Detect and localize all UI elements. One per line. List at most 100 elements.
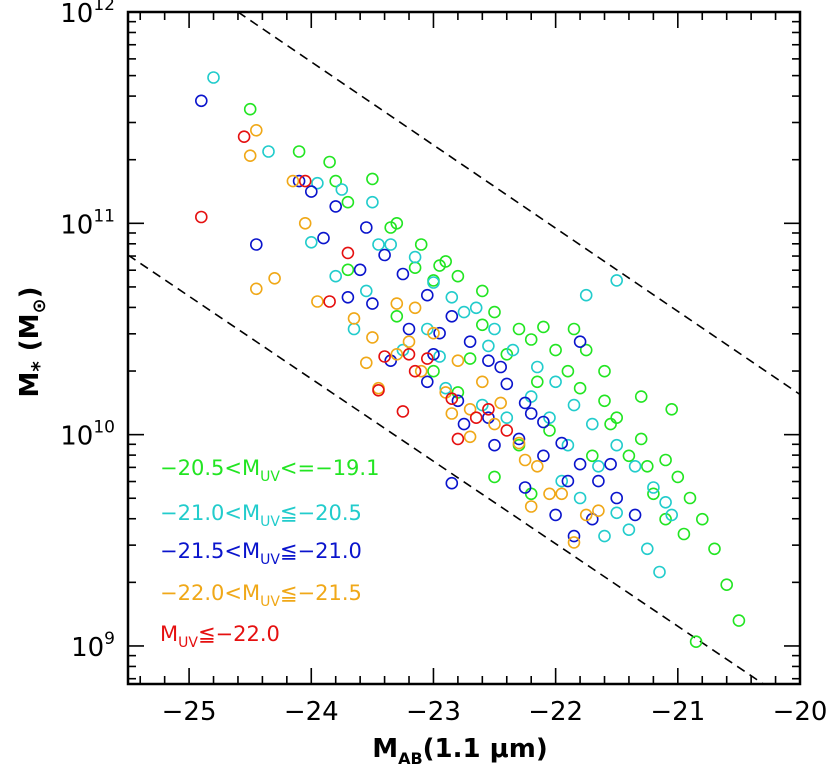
plot-frame (126, 10, 802, 686)
data-point-series-1 (732, 614, 746, 627)
data-point-series-4 (249, 282, 263, 296)
data-point-series-2 (311, 176, 324, 190)
data-point-series-1 (463, 352, 477, 365)
data-point-series-4 (475, 375, 489, 389)
data-point-series-5 (237, 130, 251, 143)
data-point-series-3 (555, 436, 569, 450)
data-point-series-5 (341, 246, 355, 260)
data-point-series-1 (671, 470, 685, 484)
data-point-series-1 (598, 364, 611, 378)
data-point-series-2 (530, 360, 544, 374)
data-point-series-1 (384, 221, 398, 234)
data-point-series-1 (329, 174, 343, 188)
data-point-series-2 (579, 288, 593, 302)
data-point-series-1 (640, 459, 654, 473)
data-point-series-1 (604, 417, 617, 431)
data-point-series-3 (195, 94, 208, 108)
data-point-series-2 (372, 238, 385, 251)
data-point-series-4 (579, 508, 593, 522)
legend-entry-4: −22.0<MUV≦−21.5 (160, 581, 362, 610)
data-point-series-3 (457, 417, 471, 431)
data-point-series-2 (598, 529, 611, 543)
data-point-series-5 (420, 352, 434, 365)
y-tick-label: 1012 (60, 0, 115, 29)
data-point-series-3 (396, 267, 410, 281)
x-axis-label: MAB(1.1 μm) (372, 734, 548, 768)
data-point-series-5 (396, 405, 410, 418)
data-point-series-3 (451, 394, 465, 408)
data-point-series-4 (243, 149, 257, 162)
data-point-series-2 (610, 274, 624, 287)
data-point-series-3 (427, 347, 440, 361)
data-point-series-2 (567, 398, 581, 412)
data-point-series-2 (482, 339, 495, 353)
data-point-series-4 (298, 217, 312, 230)
data-point-series-4 (445, 407, 459, 420)
data-point-series-4 (518, 453, 532, 467)
data-point-series-4 (543, 487, 556, 501)
data-point-series-3 (420, 375, 434, 389)
data-point-series-2 (659, 495, 672, 509)
data-point-series-1 (292, 145, 306, 158)
data-point-series-3 (329, 200, 343, 213)
data-point-series-2 (304, 236, 318, 249)
data-point-series-3 (494, 360, 508, 374)
data-point-series-1 (720, 578, 734, 592)
data-point-series-4 (530, 459, 544, 473)
data-point-series-4 (414, 364, 428, 378)
data-point-series-1 (573, 381, 587, 395)
data-point-series-4 (286, 174, 300, 188)
data-point-series-1 (243, 102, 257, 116)
data-point-series-5 (469, 411, 483, 425)
data-point-series-2 (488, 322, 501, 336)
data-point-series-5 (378, 350, 391, 363)
data-point-series-2 (329, 269, 343, 283)
data-point-series-2 (207, 71, 220, 84)
data-point-series-2 (439, 381, 453, 395)
data-point-series-5 (298, 174, 312, 188)
data-point-series-4 (567, 536, 581, 549)
data-point-series-4 (512, 436, 526, 450)
data-point-series-1 (524, 487, 538, 501)
data-point-series-2 (585, 417, 599, 431)
dashed-reference-lines (127, 11, 801, 685)
data-point-series-3 (445, 309, 459, 323)
data-point-series-2 (359, 284, 373, 298)
data-point-series-2 (524, 390, 538, 403)
data-point-series-1 (561, 364, 575, 378)
data-point-series-1 (695, 512, 709, 526)
data-point-series-3 (573, 457, 587, 471)
data-point-series-2 (500, 411, 514, 425)
data-point-series-1 (475, 284, 489, 298)
data-point-series-2 (262, 145, 275, 158)
data-point-series-1 (451, 269, 465, 283)
data-point-series-3 (512, 432, 526, 446)
data-point-series-1 (414, 238, 428, 251)
data-point-series-1 (427, 364, 440, 378)
data-point-series-1 (598, 394, 611, 408)
x-tick-label: −22 (528, 697, 583, 727)
data-point-series-3 (359, 221, 373, 234)
data-point-series-1 (390, 309, 404, 323)
legend-entry-2: −21.0<MUV≦−20.5 (160, 501, 362, 530)
data-point-series-2 (469, 301, 483, 315)
data-point-series-3 (445, 476, 459, 490)
legend-entry-5: MUV≦−22.0 (160, 622, 280, 651)
data-point-series-3 (604, 457, 617, 471)
data-point-series-2 (549, 375, 562, 389)
data-point-series-2 (506, 343, 520, 357)
data-point-series-2 (561, 438, 575, 452)
data-point-series-2 (408, 250, 422, 264)
data-point-series-3 (537, 415, 550, 429)
data-point-series-4 (366, 331, 379, 344)
data-point-series-4 (311, 295, 324, 308)
data-point-series-1 (439, 255, 453, 268)
data-point-series-3 (317, 231, 330, 245)
data-point-series-1 (567, 322, 581, 336)
data-point-series-5 (500, 424, 514, 437)
data-point-series-3 (353, 263, 367, 277)
data-point-series-2 (592, 459, 605, 473)
data-point-series-2 (610, 506, 624, 520)
data-point-series-2 (433, 350, 446, 363)
data-points (195, 71, 746, 649)
